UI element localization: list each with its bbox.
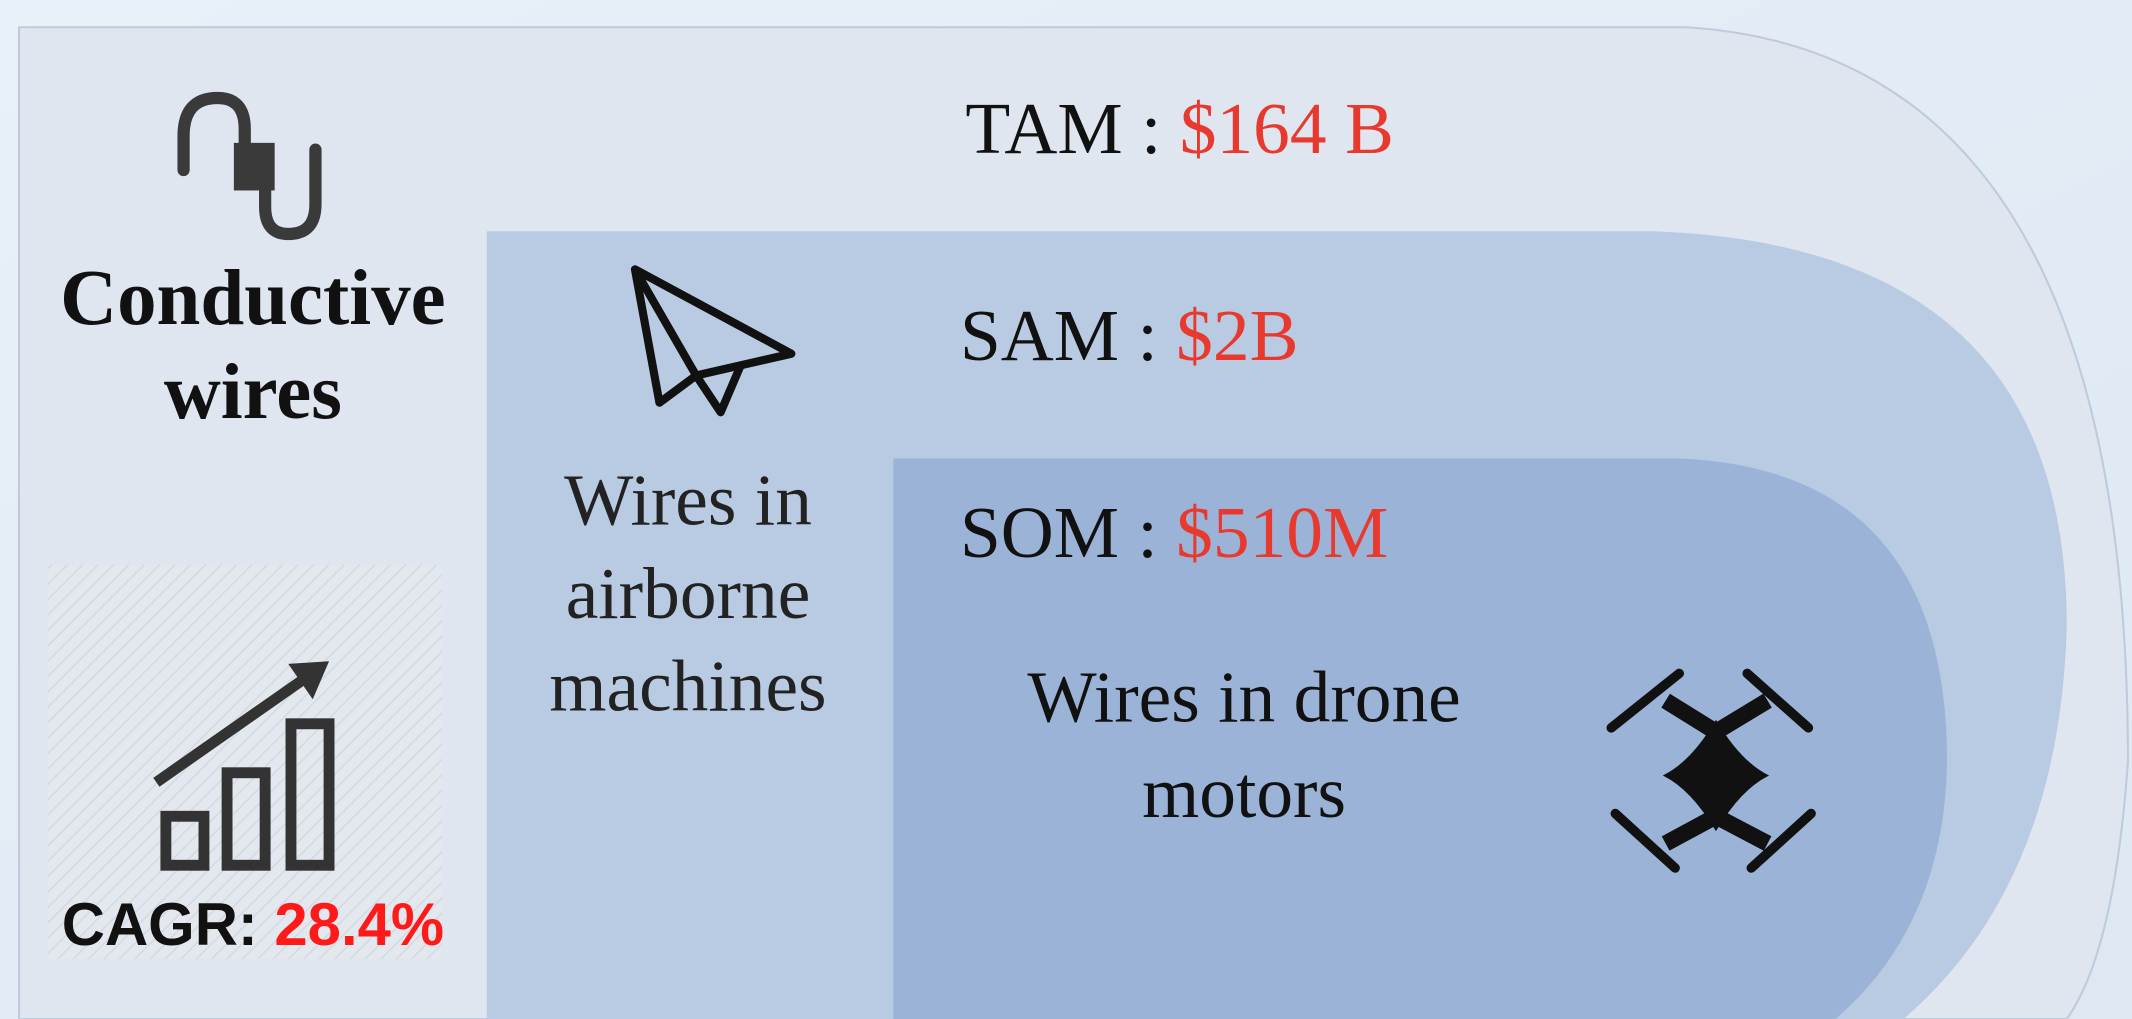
wire-icon <box>177 91 322 241</box>
cagr-text: CAGR: 28.4% <box>62 891 444 958</box>
cagr-box <box>47 564 442 960</box>
growth-icon <box>153 661 335 871</box>
som-description: Wires in drone motors <box>1027 657 1460 833</box>
description-line: airborne <box>566 553 811 634</box>
som-value: $510M <box>1176 492 1388 573</box>
plane-icon <box>630 265 796 417</box>
sam-label: SAM : <box>960 295 1158 376</box>
cagr-value: 28.4% <box>274 891 444 958</box>
tam-value: $164 B <box>1180 88 1394 169</box>
sam-description: Wires in airborne machines <box>549 459 826 726</box>
som-label: SOM : <box>960 492 1158 573</box>
description-line: motors <box>1142 752 1346 833</box>
description-line: machines <box>549 646 826 727</box>
sam-value: $2B <box>1176 295 1298 376</box>
cagr-label: CAGR: <box>62 891 258 958</box>
description-line: Wires in <box>564 459 812 540</box>
description-line: Wires in drone <box>1027 657 1460 738</box>
som-region <box>893 458 1948 1019</box>
description-line: wires <box>164 349 342 436</box>
sam-text: SAM : $2B <box>960 295 1299 376</box>
description-line: Conductive <box>60 255 446 342</box>
tam-description: Conductive wires <box>60 255 446 436</box>
tam-text: TAM : $164 B <box>965 88 1394 169</box>
tam-label: TAM : <box>965 88 1161 169</box>
drone-icon <box>1606 668 1816 873</box>
som-text: SOM : $510M <box>960 492 1388 573</box>
